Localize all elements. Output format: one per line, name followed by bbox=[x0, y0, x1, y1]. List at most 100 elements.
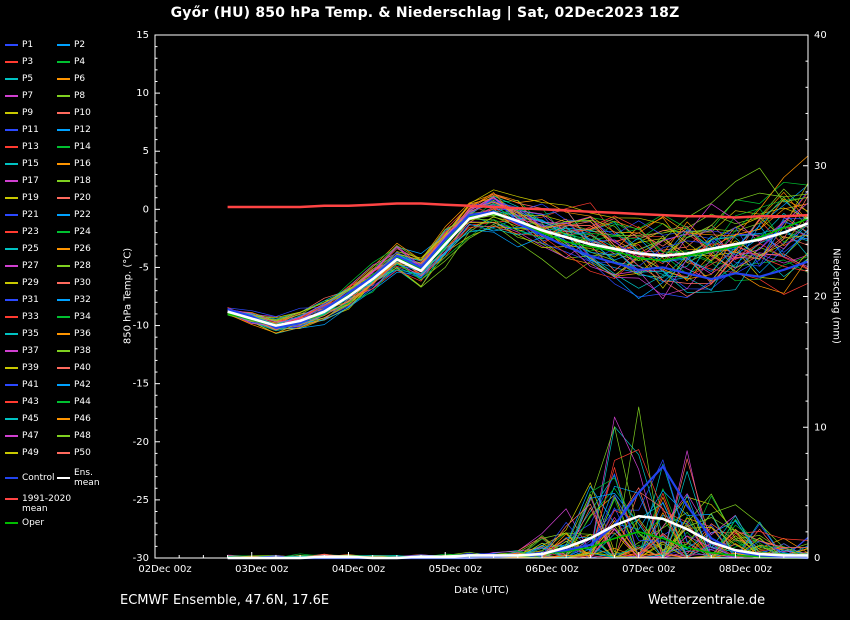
legend-color-dash bbox=[5, 145, 18, 148]
legend-item: P37 bbox=[5, 342, 57, 359]
legend-color-dash bbox=[5, 383, 18, 386]
legend-item: P45 bbox=[5, 410, 57, 427]
legend-item-label: P32 bbox=[74, 294, 91, 305]
legend-color-dash bbox=[57, 162, 70, 165]
svg-text:15: 15 bbox=[136, 30, 149, 41]
legend-item: P28 bbox=[57, 257, 113, 274]
legend-item: P20 bbox=[57, 189, 113, 206]
legend-color-dash bbox=[5, 230, 18, 233]
legend-color-dash bbox=[5, 417, 18, 420]
legend-item: P44 bbox=[57, 393, 113, 410]
legend-item-label: P11 bbox=[22, 124, 39, 135]
legend-color-dash bbox=[5, 434, 18, 437]
legend-color-dash bbox=[57, 383, 70, 386]
legend-item: P17 bbox=[5, 172, 57, 189]
legend-item: P41 bbox=[5, 376, 57, 393]
legend-item-label: P23 bbox=[22, 226, 39, 237]
legend-color-dash bbox=[57, 349, 70, 352]
legend-item-label: P33 bbox=[22, 311, 39, 322]
legend-color-dash bbox=[57, 60, 70, 63]
legend-color-dash bbox=[5, 179, 18, 182]
svg-text:20: 20 bbox=[814, 292, 827, 303]
legend-item: P29 bbox=[5, 274, 57, 291]
legend-item: Ens. mean bbox=[57, 467, 113, 488]
legend-item-label: P26 bbox=[74, 243, 91, 254]
legend-item-label: P9 bbox=[22, 107, 34, 118]
legend-item: P50 bbox=[57, 444, 113, 461]
legend-item: P12 bbox=[57, 121, 113, 138]
legend-color-dash bbox=[57, 434, 70, 437]
legend-item: P43 bbox=[5, 393, 57, 410]
legend-item-label: P4 bbox=[74, 56, 86, 67]
legend-color-dash bbox=[5, 94, 18, 97]
legend-item-label: P25 bbox=[22, 243, 39, 254]
svg-text:04Dec 00z: 04Dec 00z bbox=[332, 564, 385, 575]
legend-color-dash bbox=[5, 400, 18, 403]
svg-text:10: 10 bbox=[814, 422, 827, 433]
legend-item: P16 bbox=[57, 155, 113, 172]
legend-item: P39 bbox=[5, 359, 57, 376]
legend-item-label: P22 bbox=[74, 209, 91, 220]
legend-item: P11 bbox=[5, 121, 57, 138]
legend-color-dash bbox=[57, 366, 70, 369]
svg-text:05Dec 00z: 05Dec 00z bbox=[429, 564, 482, 575]
legend-item: P15 bbox=[5, 155, 57, 172]
legend-item-label: P34 bbox=[74, 311, 91, 322]
legend-item-label: P42 bbox=[74, 379, 91, 390]
legend-item-label: P47 bbox=[22, 430, 39, 441]
legend-color-dash bbox=[5, 43, 18, 46]
legend-item-label: P35 bbox=[22, 328, 39, 339]
legend-item-label: P39 bbox=[22, 362, 39, 373]
x-tick-labels: 02Dec 00z 03Dec 00z 04Dec 00z 05Dec 00z 06De… bbox=[138, 564, 772, 575]
y-axis-right-label: Niederschlag (mm) bbox=[830, 248, 842, 344]
legend-color-dash bbox=[57, 179, 70, 182]
legend-item-label: P43 bbox=[22, 396, 39, 407]
legend-color-dash bbox=[57, 400, 70, 403]
svg-text:10: 10 bbox=[136, 88, 149, 99]
legend-item: P23 bbox=[5, 223, 57, 240]
legend-item-label: P8 bbox=[74, 90, 86, 101]
legend-item-label: P29 bbox=[22, 277, 39, 288]
legend-item: P19 bbox=[5, 189, 57, 206]
legend-item: P5 bbox=[5, 70, 57, 87]
legend-item-label: P12 bbox=[74, 124, 91, 135]
legend-item-label: P40 bbox=[74, 362, 91, 373]
legend-item-label: P44 bbox=[74, 396, 91, 407]
legend-item-label: 1991-2020 mean bbox=[22, 494, 72, 514]
legend-item-label: P50 bbox=[74, 447, 91, 458]
legend-item: P30 bbox=[57, 274, 113, 291]
legend-item: P4 bbox=[57, 53, 113, 70]
legend-color-dash bbox=[5, 128, 18, 131]
legend-item-label: P45 bbox=[22, 413, 39, 424]
chart-title: Győr (HU) 850 hPa Temp. & Niederschlag |… bbox=[170, 5, 680, 21]
legend-color-dash bbox=[57, 111, 70, 114]
legend-item: P10 bbox=[57, 104, 113, 121]
svg-text:0: 0 bbox=[143, 204, 149, 215]
legend-color-dash bbox=[57, 94, 70, 97]
legend-item-label: P2 bbox=[74, 39, 86, 50]
svg-text:08Dec 00z: 08Dec 00z bbox=[719, 564, 772, 575]
svg-text:-15: -15 bbox=[133, 379, 149, 390]
legend-item: P27 bbox=[5, 257, 57, 274]
legend-color-dash bbox=[5, 315, 18, 318]
legend-color-dash bbox=[57, 476, 70, 479]
legend-item-label: P19 bbox=[22, 192, 39, 203]
legend-item: P26 bbox=[57, 240, 113, 257]
legend-color-dash bbox=[57, 264, 70, 267]
legend-item: P36 bbox=[57, 325, 113, 342]
legend-color-dash bbox=[5, 349, 18, 352]
legend-item: P1 bbox=[5, 36, 57, 53]
legend-color-dash bbox=[57, 332, 70, 335]
legend-item: P40 bbox=[57, 359, 113, 376]
legend-item-label: P17 bbox=[22, 175, 39, 186]
model-caption: ECMWF Ensemble, 47.6N, 17.6E bbox=[120, 593, 330, 608]
legend-color-dash bbox=[5, 60, 18, 63]
legend-item-label: Ens. mean bbox=[74, 467, 100, 488]
svg-text:0: 0 bbox=[814, 553, 820, 564]
legend-item: P48 bbox=[57, 427, 113, 444]
legend-item: P49 bbox=[5, 444, 57, 461]
legend-item-label: P49 bbox=[22, 447, 39, 458]
legend-item-label: P10 bbox=[74, 107, 91, 118]
legend-item-label: P20 bbox=[74, 192, 91, 203]
legend-item: P33 bbox=[5, 308, 57, 325]
